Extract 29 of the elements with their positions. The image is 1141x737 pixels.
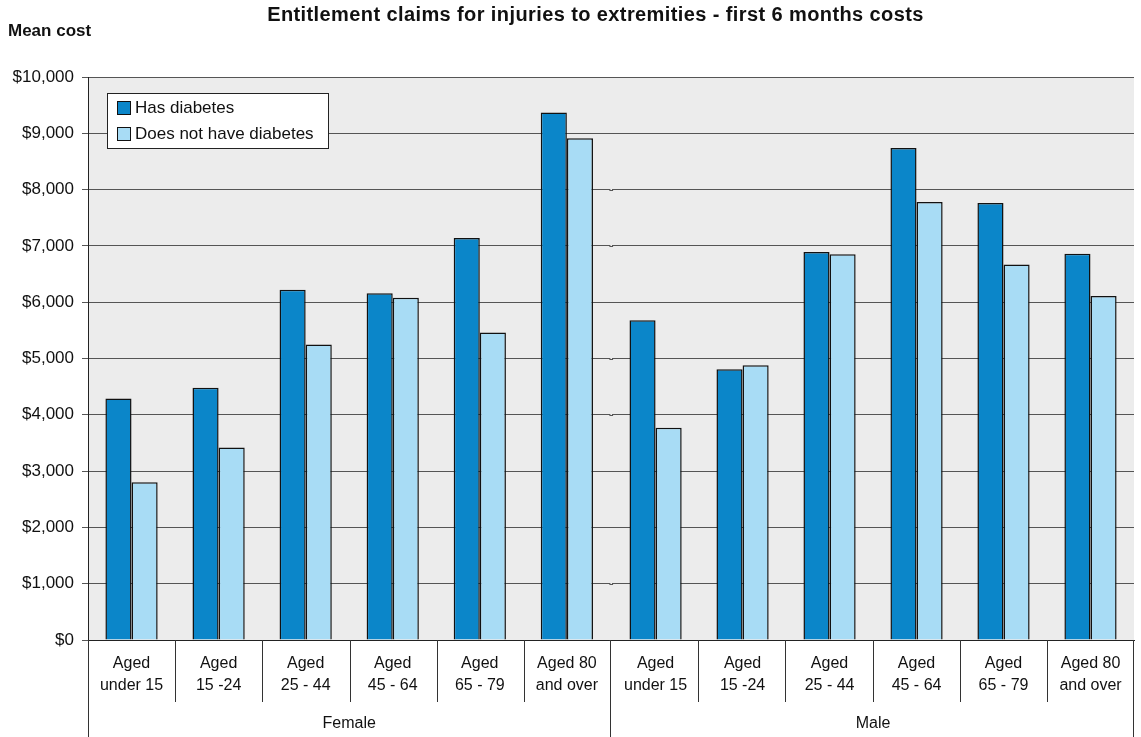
x-tick-label: Aged under 15 [99,654,164,693]
y-tick-label: $3,000 [22,460,74,480]
legend-label: Has diabetes [135,97,235,119]
y-tick-label: $0 [55,629,74,649]
x-axis-title: Male [855,713,891,731]
y-axis-title: Mean cost [8,20,92,40]
y-tick-label: $6,000 [22,291,74,311]
x-tick-label: Aged 45 - 64 [891,654,942,693]
y-tick-label: $4,000 [22,404,74,424]
x-tick-label: Aged 65 - 79 [978,654,1029,693]
x-tick-label: Aged under 15 [624,654,688,693]
x-tick-label: Aged 65 - 79 [454,654,505,693]
x-tick-label: Aged 25 - 44 [804,654,855,693]
x-axis-title: Female [322,713,376,731]
y-tick-label: $1,000 [22,573,74,593]
y-tick-label: $7,000 [22,235,74,255]
x-tick-label: Aged 15 -24 [195,654,242,693]
y-tick-label: $5,000 [22,348,74,368]
y-tick-label: $10,000 [12,66,74,86]
x-tick-label: Aged 25 - 44 [280,654,331,693]
legend-label: Does not have diabetes [135,123,314,145]
chart-title: Entitlement claims for injuries to extremities - first 6 months costs [267,3,924,25]
y-tick-label: $9,000 [22,122,74,142]
x-tick-label: Aged 45 - 64 [367,654,418,693]
y-tick-label: $2,000 [22,517,74,537]
x-tick-label: Aged 80 and over [535,654,599,693]
x-tick-label: Aged 15 -24 [719,654,766,693]
y-tick-label: $8,000 [22,179,74,199]
x-tick-label: Aged 80 and over [1059,654,1123,693]
